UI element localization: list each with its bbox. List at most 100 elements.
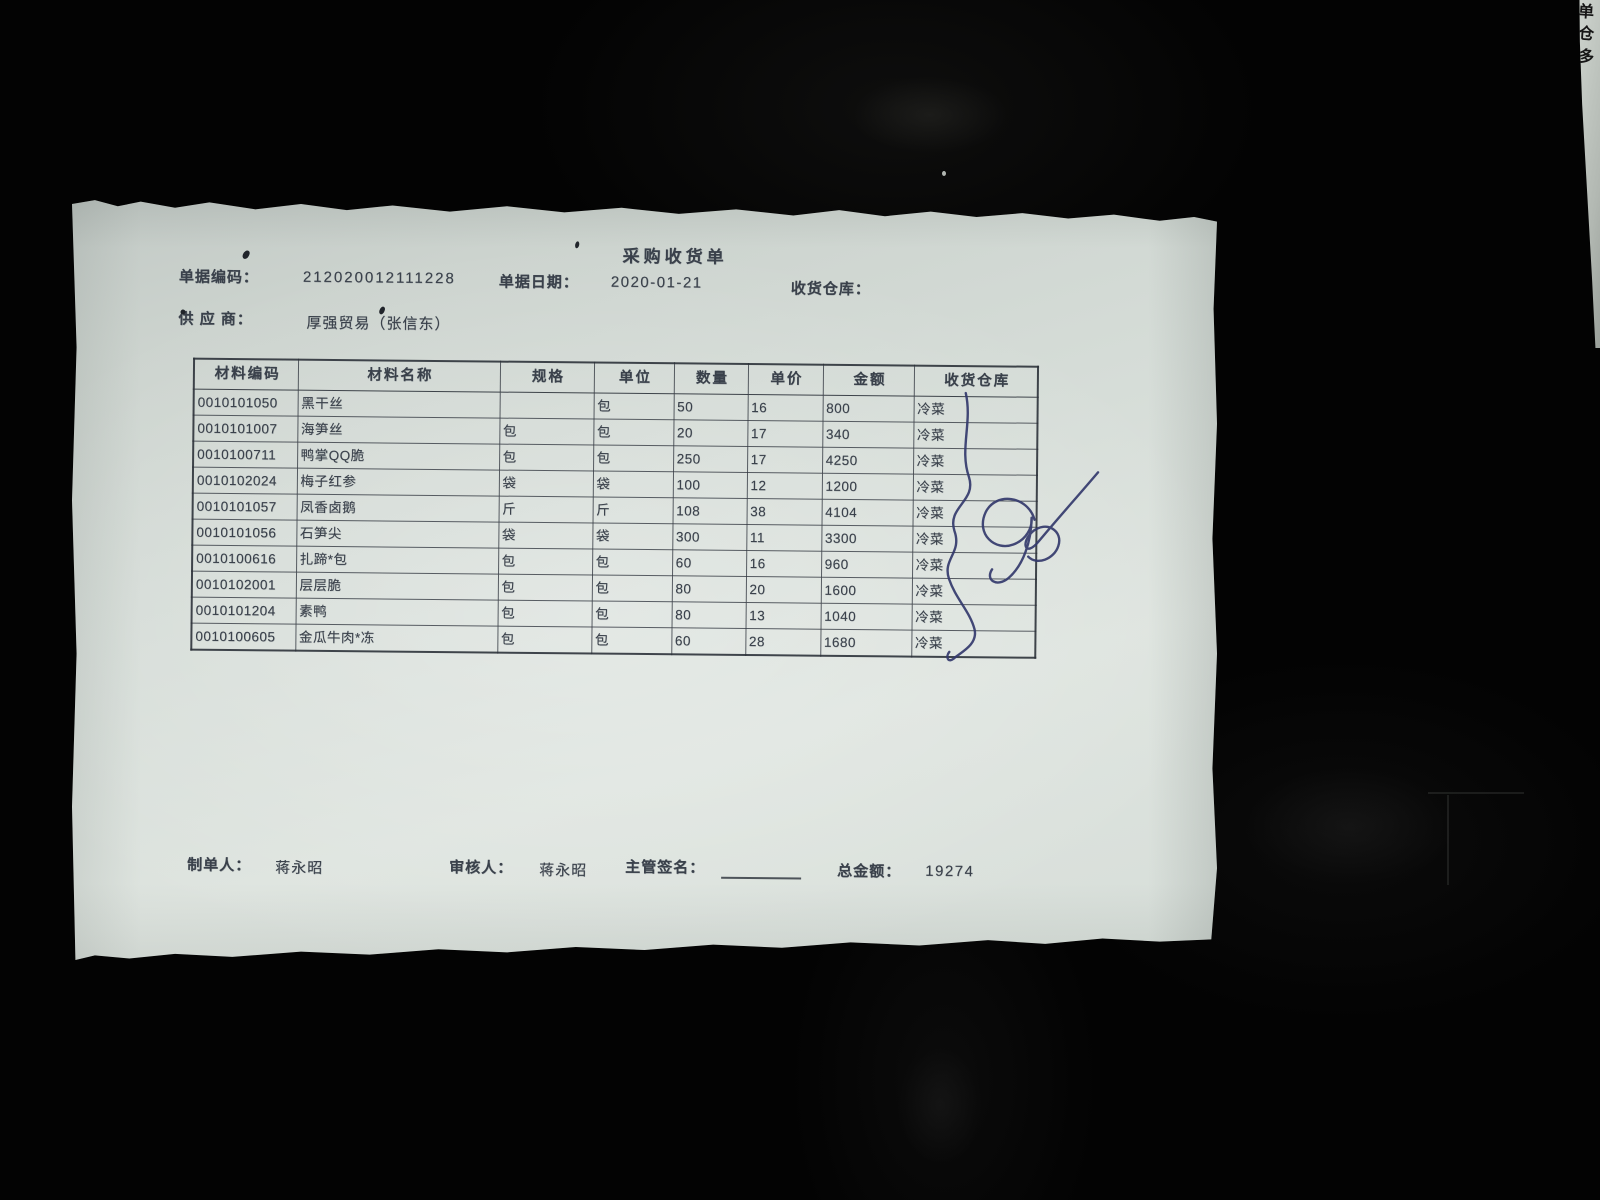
cell-warehouse: 冷菜 — [913, 422, 1038, 450]
cell-material-code: 0010101007 — [193, 415, 298, 443]
cell-quantity: 100 — [672, 471, 748, 499]
cell-material-code: 0010100616 — [192, 545, 297, 573]
document-title: 采购收货单 — [622, 246, 728, 267]
items-table-body: 0010101050 黑干丝 包 50 16 800 冷菜 0010101007 — [191, 389, 1038, 658]
cell-amount: 4250 — [822, 447, 914, 475]
supplier-value: 厚强贸易（张信东） — [306, 314, 451, 334]
cell-unit-price: 38 — [746, 498, 822, 526]
cell-spec: 袋 — [498, 470, 594, 497]
ink-speck — [241, 249, 251, 261]
background-scratch — [1428, 792, 1524, 794]
doc-code-label: 单据编码： — [178, 268, 259, 287]
cell-warehouse: 冷菜 — [912, 500, 1037, 528]
doc-code-value: 212020012111228 — [302, 268, 456, 288]
cell-amount: 960 — [821, 551, 913, 579]
adjacent-receipt-edge: 单仓多 — [1577, 0, 1600, 348]
cell-quantity: 50 — [673, 393, 748, 421]
cell-spec: 斤 — [498, 496, 593, 523]
cell-material-name: 海笋丝 — [297, 416, 500, 445]
edge-character: 多 — [1577, 48, 1595, 67]
col-header-unit: 单位 — [593, 362, 675, 394]
edge-character: 仓 — [1577, 25, 1595, 44]
col-header-amount: 金额 — [822, 364, 915, 397]
cell-material-code: 0010102001 — [191, 571, 297, 599]
maker-value: 蒋永昭 — [275, 859, 324, 877]
cell-material-code: 0010102024 — [192, 467, 298, 495]
cell-material-name: 金瓜牛肉*冻 — [295, 624, 498, 653]
auditor-value: 蒋永昭 — [539, 862, 588, 880]
background-scratch — [1447, 795, 1449, 885]
cell-material-name: 梅子红参 — [296, 468, 500, 497]
cell-material-name: 素鸭 — [295, 598, 498, 627]
cell-spec: 袋 — [498, 522, 593, 549]
col-header-unit-price: 单价 — [747, 363, 824, 396]
cell-quantity: 60 — [671, 627, 746, 655]
cell-spec: 包 — [497, 600, 592, 627]
cell-unit: 包 — [593, 393, 674, 420]
cell-quantity: 80 — [671, 575, 747, 603]
cell-unit-price: 13 — [745, 602, 821, 630]
cell-unit: 包 — [592, 548, 673, 576]
cell-material-code: 0010100605 — [191, 623, 296, 651]
cell-spec: 包 — [499, 444, 594, 472]
cell-warehouse: 冷菜 — [912, 526, 1037, 554]
total-amount-value: 19274 — [925, 862, 975, 881]
cell-amount: 1680 — [820, 629, 912, 657]
cell-quantity: 80 — [671, 601, 746, 629]
cell-amount: 800 — [822, 395, 914, 423]
cell-quantity: 108 — [672, 497, 747, 525]
col-header-material-name: 材料名称 — [297, 359, 501, 393]
maker-label: 制单人： — [187, 856, 252, 875]
cell-unit: 包 — [591, 626, 672, 655]
supervisor-sign-label: 主管签名： — [625, 858, 706, 877]
background-smudge — [820, 60, 1040, 170]
total-amount-label: 总金额： — [837, 862, 902, 881]
col-header-warehouse: 收货仓库 — [913, 365, 1039, 398]
cell-amount: 4104 — [821, 499, 913, 527]
cell-material-code: 0010101050 — [193, 389, 298, 417]
doc-date-label: 单据日期： — [498, 273, 579, 292]
cell-material-code: 0010101057 — [192, 493, 297, 521]
cell-material-name: 石笋尖 — [296, 520, 499, 549]
cell-unit-price: 16 — [746, 550, 822, 578]
items-table: 材料编码 材料名称 规格 单位 数量 单价 金额 收货仓库 0010101050 — [190, 357, 1040, 659]
background-smudge — [1200, 740, 1500, 910]
receipt-content: 采购收货单 单据编码： 212020012111228 单据日期： 2020-0… — [72, 200, 1217, 960]
cell-material-name: 扎蹄*包 — [296, 546, 499, 575]
auditor-label: 审核人： — [449, 859, 514, 877]
cell-unit: 斤 — [592, 496, 673, 524]
cell-material-code: 0010101204 — [191, 597, 296, 625]
cell-unit-price: 17 — [747, 420, 823, 448]
cell-spec: 包 — [497, 626, 592, 654]
cell-warehouse: 冷菜 — [911, 630, 1036, 658]
warehouse-label: 收货仓库： — [790, 280, 871, 299]
cell-warehouse: 冷菜 — [912, 552, 1037, 580]
background-smudge — [880, 1020, 1000, 1190]
cell-amount: 3300 — [821, 525, 913, 553]
cell-material-name: 凤香卤鹅 — [296, 494, 499, 523]
edge-character: 单 — [1577, 3, 1595, 22]
cell-amount: 340 — [822, 421, 914, 449]
cell-material-name: 层层脆 — [295, 572, 499, 601]
cell-unit-price: 17 — [747, 446, 823, 474]
cell-spec: 包 — [497, 574, 593, 601]
cell-unit: 包 — [591, 574, 673, 602]
cell-material-name: 黑干丝 — [297, 390, 500, 419]
cell-unit-price: 11 — [746, 524, 822, 552]
doc-date-value: 2020-01-21 — [610, 273, 703, 292]
dust-speck — [942, 171, 946, 176]
adjacent-receipt-text: 单仓多 — [1577, 3, 1595, 67]
cell-warehouse: 冷菜 — [911, 604, 1036, 632]
cell-unit: 包 — [593, 445, 674, 472]
cell-warehouse: 冷菜 — [912, 474, 1037, 502]
cell-unit-price: 16 — [747, 394, 823, 422]
cell-unit: 包 — [591, 600, 672, 628]
signature-blank-line — [721, 876, 802, 880]
cell-material-name: 鸭掌QQ脆 — [297, 442, 500, 471]
cell-amount: 1600 — [820, 577, 913, 605]
cell-amount: 1200 — [821, 473, 914, 501]
cell-amount: 1040 — [820, 603, 912, 631]
cell-quantity: 20 — [673, 419, 748, 447]
cell-unit-price: 20 — [745, 576, 822, 604]
cell-material-code: 0010100711 — [193, 441, 298, 469]
